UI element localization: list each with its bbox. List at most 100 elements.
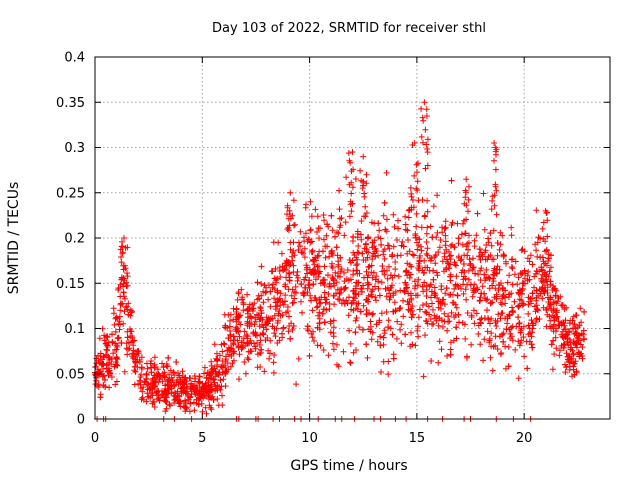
data-point	[220, 376, 227, 383]
data-point	[402, 213, 409, 220]
data-point	[378, 241, 385, 248]
data-point	[439, 258, 446, 265]
data-point	[289, 326, 296, 333]
data-point	[378, 310, 385, 317]
data-point	[187, 400, 194, 407]
data-point	[419, 114, 426, 121]
data-point	[492, 183, 499, 190]
data-point	[145, 393, 152, 400]
data-point	[545, 258, 552, 264]
data-point	[526, 258, 533, 265]
data-point	[365, 292, 372, 299]
data-point	[335, 258, 342, 265]
data-point	[120, 320, 127, 327]
data-point	[117, 307, 124, 314]
data-point	[120, 280, 127, 287]
data-point	[279, 312, 286, 318]
data-point	[367, 318, 374, 325]
data-point	[570, 366, 577, 373]
data-point	[202, 404, 209, 411]
data-point	[369, 239, 376, 246]
data-point	[385, 242, 392, 249]
data-point	[442, 218, 449, 225]
data-point	[480, 357, 487, 364]
data-point	[499, 232, 506, 239]
data-point	[504, 320, 511, 327]
data-point	[578, 319, 585, 326]
data-point	[120, 289, 127, 296]
data-point	[329, 260, 335, 267]
data-point	[561, 341, 568, 348]
data-point	[408, 314, 415, 321]
data-point	[361, 213, 367, 220]
data-point	[215, 371, 222, 378]
data-point	[358, 177, 365, 184]
data-point	[285, 215, 292, 222]
data-point	[311, 338, 317, 344]
data-point	[364, 354, 371, 361]
data-point	[394, 318, 401, 325]
data-point	[424, 197, 431, 204]
data-point	[226, 323, 233, 330]
data-point	[465, 267, 472, 274]
data-point	[327, 283, 334, 290]
data-point	[267, 337, 274, 344]
data-point	[142, 378, 149, 385]
data-point	[497, 241, 504, 248]
data-point	[324, 221, 331, 228]
data-point	[420, 270, 427, 276]
data-point	[341, 232, 348, 239]
data-point	[544, 278, 551, 285]
data-point	[446, 265, 453, 272]
data-point	[219, 358, 226, 364]
data-point	[162, 408, 169, 415]
data-point	[486, 335, 493, 342]
data-point	[400, 297, 406, 304]
data-point	[465, 246, 471, 253]
data-point	[257, 364, 264, 370]
data-point	[473, 310, 480, 317]
data-point	[166, 386, 173, 392]
data-point	[149, 392, 156, 399]
data-point	[246, 301, 253, 308]
data-point	[179, 368, 186, 375]
data-point	[294, 268, 301, 275]
data-point	[120, 266, 127, 273]
data-point	[219, 392, 225, 399]
data-point	[97, 394, 104, 401]
data-point	[282, 298, 288, 305]
data-point	[484, 307, 490, 314]
data-point	[460, 290, 467, 297]
y-tick-label: 0.3	[64, 141, 85, 156]
data-point	[528, 317, 535, 324]
data-point	[483, 297, 490, 304]
data-point	[480, 190, 487, 197]
data-point	[369, 329, 376, 336]
data-point	[267, 315, 274, 322]
data-point	[377, 342, 384, 349]
data-point	[124, 351, 131, 358]
data-point	[135, 348, 142, 355]
data-point	[275, 239, 282, 246]
data-point	[409, 341, 416, 348]
data-point	[298, 281, 305, 288]
data-point	[334, 286, 341, 293]
data-point	[130, 342, 137, 349]
data-point	[515, 289, 522, 296]
data-point	[489, 282, 496, 289]
data-point	[274, 303, 281, 310]
data-point	[112, 328, 119, 335]
data-point	[108, 356, 115, 362]
data-point	[552, 328, 559, 335]
data-point	[119, 238, 125, 245]
data-point	[401, 287, 408, 294]
data-point	[580, 336, 587, 342]
data-point	[364, 279, 371, 286]
data-point	[282, 283, 289, 290]
data-point	[424, 146, 431, 152]
data-point	[164, 363, 171, 370]
data-point	[502, 300, 509, 307]
data-point	[532, 270, 539, 277]
data-point	[341, 269, 347, 276]
data-point	[447, 291, 454, 298]
